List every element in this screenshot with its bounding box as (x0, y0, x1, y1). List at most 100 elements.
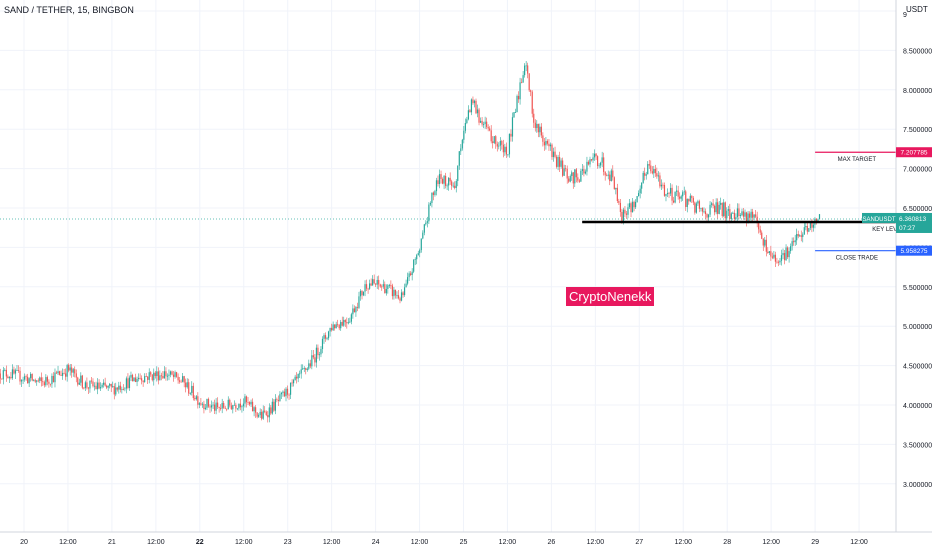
candle-body (195, 396, 197, 400)
candle-body (569, 175, 571, 182)
y-tick-label: 8.000000 (903, 88, 932, 95)
candle-body (192, 385, 194, 399)
candle-body (530, 90, 532, 92)
candle-body (764, 239, 766, 246)
time-axis[interactable]: 20 12:00 21 12:00 22 12:00 23 12:00 24 12:00 25 12:… (0, 531, 932, 546)
candle-body (549, 144, 552, 147)
candle-body (499, 140, 501, 146)
candle-body (27, 376, 29, 384)
candle-body (717, 202, 719, 214)
candle-body (577, 177, 579, 181)
candle-body (11, 369, 14, 379)
candle-body (340, 321, 342, 329)
candle-body (303, 368, 305, 369)
candle-body (704, 211, 707, 215)
candle-body (1, 378, 3, 380)
candle-body (504, 146, 506, 153)
candle-body (390, 285, 392, 286)
candle-body (460, 148, 462, 152)
candle-body (562, 160, 564, 176)
candle-body (314, 357, 316, 363)
candle-body (558, 157, 561, 167)
candle-body (435, 180, 438, 192)
y-tick-label: 4.000000 (903, 403, 932, 410)
grid-lines (0, 0, 896, 532)
candle-body (685, 191, 687, 207)
candle-body (232, 405, 234, 410)
candle-body (221, 402, 223, 409)
candle-body (364, 284, 366, 292)
candle-body (628, 203, 631, 208)
candle-body (288, 394, 290, 396)
candle-body (712, 203, 714, 206)
candle-body (45, 377, 47, 386)
candle-body (77, 377, 79, 385)
price-axis[interactable]: 3.000000 3.500000 4.000000 4.500000 5.000000… (895, 0, 932, 532)
y-tick-label: 7.000000 (903, 167, 932, 174)
candle-body (803, 227, 805, 235)
candle-body (23, 376, 26, 380)
candle-body (337, 324, 339, 326)
candle-body (730, 213, 732, 220)
candle-body (127, 378, 129, 388)
candle-body (277, 399, 280, 401)
candle-body (258, 415, 260, 417)
candle-body (486, 121, 488, 127)
candle-body (367, 288, 369, 290)
candle-body (34, 379, 36, 382)
candle-body (586, 161, 588, 172)
candle-body (777, 261, 780, 263)
candle-body (236, 408, 238, 410)
candle-body (510, 133, 512, 137)
candle-body (543, 141, 545, 146)
candle-body (489, 128, 491, 131)
candle-body (808, 228, 810, 232)
candle-body (750, 211, 752, 218)
candle-body (660, 184, 663, 187)
candle-body (440, 174, 442, 180)
candle-body (125, 378, 128, 389)
candle-body (30, 373, 32, 379)
candle-body (0, 373, 1, 379)
candle-body (362, 291, 365, 296)
candle-body (410, 273, 412, 275)
candle-body (115, 387, 117, 395)
candle-body (555, 156, 558, 167)
candle-body (744, 212, 746, 217)
level-label: CLOSE TRADE (836, 256, 878, 262)
chart-title: SAND / TETHER, 15, BINGBON (4, 5, 134, 15)
candle-body (141, 378, 143, 381)
candle-body (639, 188, 641, 194)
candle-body (679, 196, 681, 199)
candle-body (610, 170, 612, 182)
candle-body (160, 375, 162, 377)
candle-body (601, 157, 603, 163)
candle-body (144, 376, 146, 383)
candle-body (770, 251, 772, 257)
candle-body (58, 371, 61, 375)
candle-body (607, 174, 609, 176)
candle-body (61, 372, 64, 376)
candle-body (540, 126, 542, 136)
candle-body (189, 392, 191, 394)
candle-body (356, 307, 359, 308)
candle-body (546, 140, 549, 144)
candle-body (441, 179, 444, 184)
candle-body (63, 372, 65, 374)
candle-body (507, 154, 509, 156)
candle-body (473, 100, 476, 104)
candle-body (694, 202, 696, 213)
x-tick-label: 12:00 (411, 539, 429, 546)
candle-body (46, 377, 48, 382)
candle-body (647, 164, 649, 175)
candle-body (4, 369, 6, 371)
candle-body (464, 122, 466, 131)
candle-body (413, 259, 415, 272)
candle-body (578, 180, 580, 182)
candle-body (151, 374, 153, 381)
y-tick-label: 3.000000 (903, 482, 932, 489)
candle-body (226, 408, 228, 410)
candle-body (516, 95, 518, 113)
candle-body (262, 410, 264, 419)
